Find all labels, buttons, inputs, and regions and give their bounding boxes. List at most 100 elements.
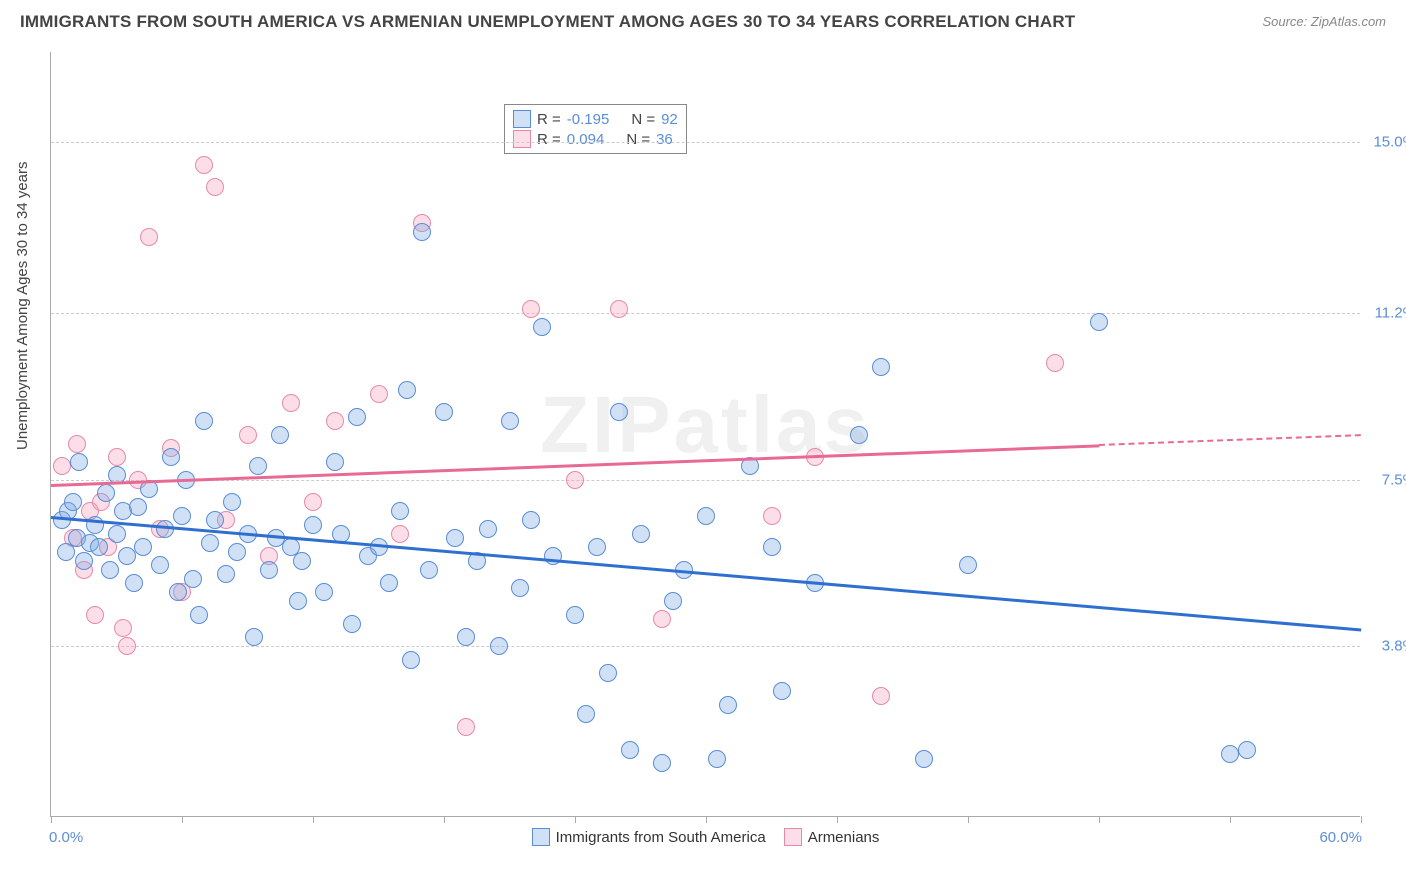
scatter-point xyxy=(125,574,143,592)
scatter-point xyxy=(129,498,147,516)
r-label: R = xyxy=(537,131,561,148)
r-value-pink: 0.094 xyxy=(567,131,605,148)
scatter-point xyxy=(289,592,307,610)
scatter-point xyxy=(566,471,584,489)
scatter-point xyxy=(708,750,726,768)
scatter-point xyxy=(195,412,213,430)
scatter-point xyxy=(304,516,322,534)
scatter-point xyxy=(577,705,595,723)
scatter-point xyxy=(151,556,169,574)
grid-line xyxy=(51,142,1360,143)
legend-row-blue: R = -0.195 N = 92 xyxy=(513,109,678,129)
scatter-point xyxy=(118,637,136,655)
grid-line xyxy=(51,646,1360,647)
y-tick-label: 15.0% xyxy=(1373,134,1406,151)
scatter-point xyxy=(271,426,289,444)
scatter-point xyxy=(1090,313,1108,331)
scatter-point xyxy=(610,300,628,318)
scatter-point xyxy=(260,561,278,579)
scatter-point xyxy=(566,606,584,624)
scatter-point xyxy=(522,511,540,529)
legend-label-blue: Immigrants from South America xyxy=(556,829,766,846)
scatter-point xyxy=(719,696,737,714)
scatter-point xyxy=(872,687,890,705)
scatter-point xyxy=(245,628,263,646)
n-value-pink: 36 xyxy=(656,131,673,148)
scatter-point xyxy=(664,592,682,610)
y-tick-label: 11.2% xyxy=(1375,305,1406,322)
scatter-point xyxy=(850,426,868,444)
chart-title: IMMIGRANTS FROM SOUTH AMERICA VS ARMENIA… xyxy=(20,12,1075,32)
scatter-point xyxy=(959,556,977,574)
r-value-blue: -0.195 xyxy=(567,111,610,128)
source-attribution: Source: ZipAtlas.com xyxy=(1262,14,1386,29)
scatter-point xyxy=(326,453,344,471)
scatter-point xyxy=(217,565,235,583)
scatter-point xyxy=(206,511,224,529)
trend-line xyxy=(51,516,1361,631)
scatter-point xyxy=(304,493,322,511)
scatter-point xyxy=(68,435,86,453)
n-label: N = xyxy=(631,111,655,128)
scatter-point xyxy=(156,520,174,538)
scatter-point xyxy=(380,574,398,592)
scatter-point xyxy=(533,318,551,336)
scatter-point xyxy=(915,750,933,768)
scatter-point xyxy=(184,570,202,588)
scatter-point xyxy=(75,552,93,570)
scatter-plot-area: ZIPatlas R = -0.195 N = 92 R = 0.094 N =… xyxy=(50,52,1360,817)
x-tick xyxy=(1099,816,1100,823)
trend-line xyxy=(1099,434,1361,446)
legend-item-pink: Armenians xyxy=(784,828,880,846)
scatter-point xyxy=(522,300,540,318)
scatter-point xyxy=(479,520,497,538)
x-tick xyxy=(706,816,707,823)
scatter-point xyxy=(511,579,529,597)
scatter-point xyxy=(457,718,475,736)
y-tick-label: 3.8% xyxy=(1382,638,1406,655)
x-tick xyxy=(182,816,183,823)
grid-line xyxy=(51,480,1360,481)
scatter-point xyxy=(195,156,213,174)
scatter-point xyxy=(97,484,115,502)
scatter-point xyxy=(348,408,366,426)
legend-label-pink: Armenians xyxy=(808,829,880,846)
swatch-pink xyxy=(513,130,531,148)
scatter-point xyxy=(621,741,639,759)
scatter-point xyxy=(763,507,781,525)
x-tick xyxy=(1230,816,1231,823)
x-tick xyxy=(837,816,838,823)
scatter-point xyxy=(391,502,409,520)
scatter-point xyxy=(201,534,219,552)
scatter-point xyxy=(457,628,475,646)
scatter-point xyxy=(282,394,300,412)
scatter-point xyxy=(108,448,126,466)
scatter-point xyxy=(169,583,187,601)
legend-row-pink: R = 0.094 N = 36 xyxy=(513,129,678,149)
y-axis-label: Unemployment Among Ages 30 to 34 years xyxy=(14,161,31,450)
scatter-point xyxy=(228,543,246,561)
n-value-blue: 92 xyxy=(661,111,678,128)
scatter-point xyxy=(249,457,267,475)
scatter-point xyxy=(326,412,344,430)
scatter-point xyxy=(391,525,409,543)
scatter-point xyxy=(544,547,562,565)
scatter-point xyxy=(173,507,191,525)
scatter-point xyxy=(53,457,71,475)
scatter-point xyxy=(134,538,152,556)
scatter-point xyxy=(773,682,791,700)
scatter-point xyxy=(64,493,82,511)
scatter-point xyxy=(86,516,104,534)
scatter-point xyxy=(293,552,311,570)
n-label: N = xyxy=(626,131,650,148)
scatter-point xyxy=(1238,741,1256,759)
x-axis-max-label: 60.0% xyxy=(1319,829,1362,846)
scatter-point xyxy=(653,754,671,772)
scatter-point xyxy=(435,403,453,421)
scatter-point xyxy=(632,525,650,543)
scatter-point xyxy=(370,385,388,403)
x-tick xyxy=(968,816,969,823)
legend-item-blue: Immigrants from South America xyxy=(532,828,766,846)
scatter-point xyxy=(653,610,671,628)
scatter-point xyxy=(446,529,464,547)
